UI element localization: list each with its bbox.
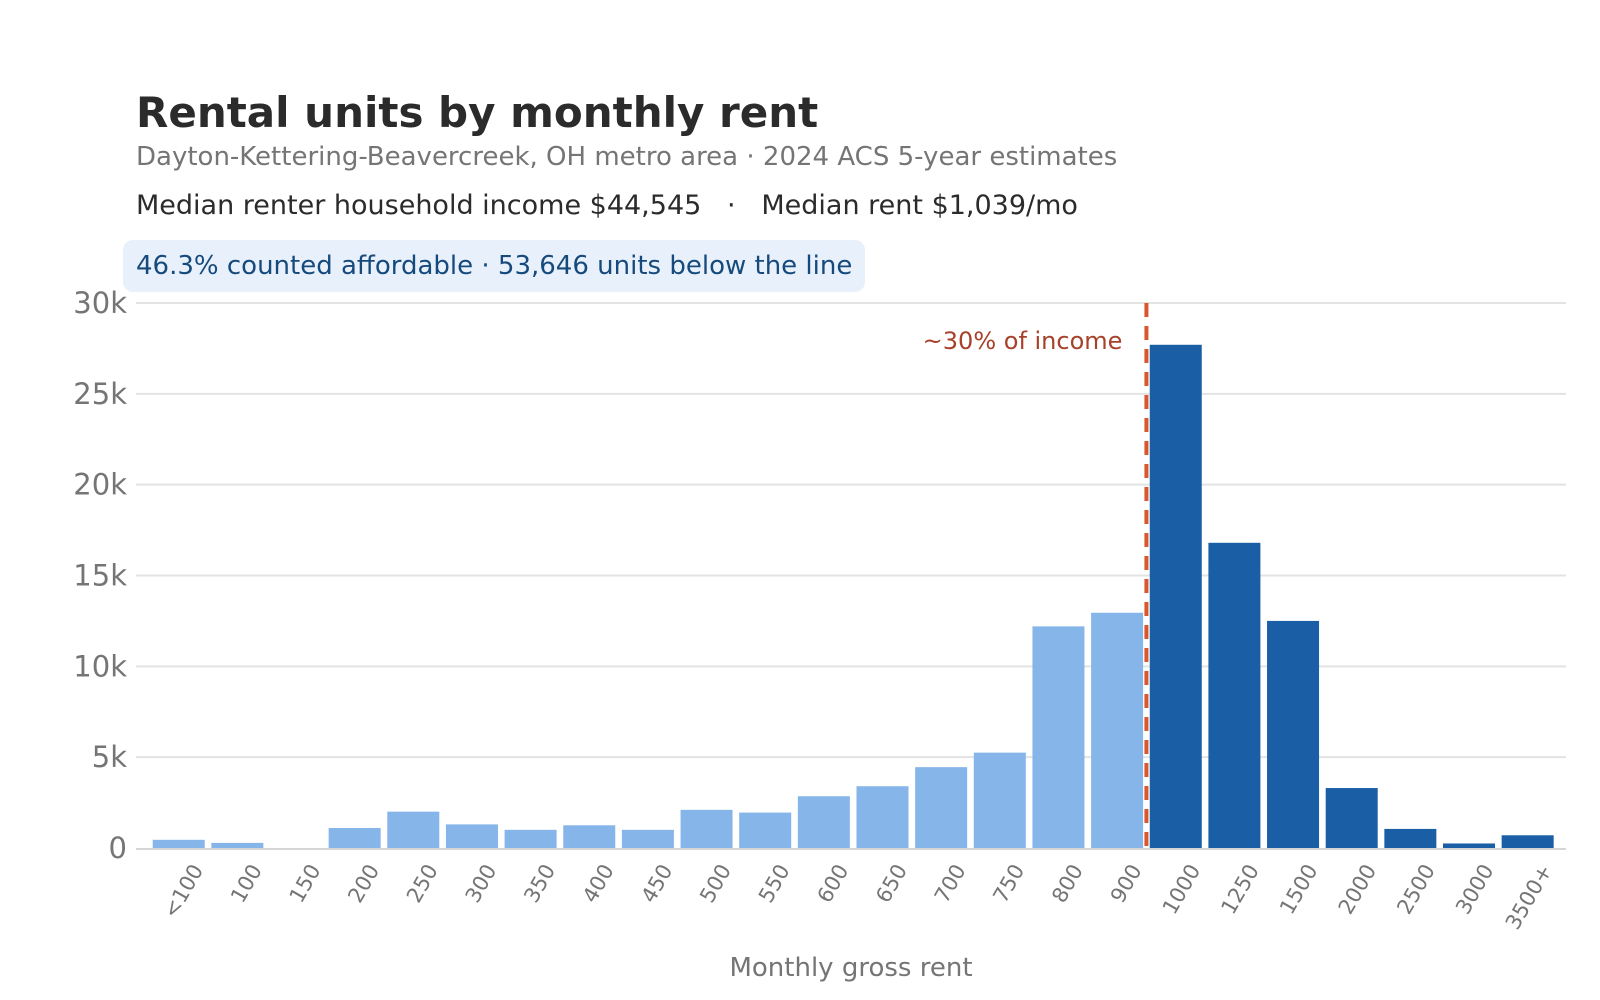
bar-2500 [1384,828,1437,848]
x-tick-label: 3000 [1451,860,1499,918]
y-tick-label: 30k [73,286,127,320]
bar-250 [387,811,440,848]
bar-800 [1032,626,1085,848]
affordable-summary-badge: 46.3% counted affordable · 53,646 units … [123,240,866,292]
bar-300 [445,824,498,848]
bar-600 [797,796,850,848]
y-tick-label: 0 [109,831,127,865]
y-tick-label: 20k [73,468,127,502]
x-tick-label: 800 [1047,860,1088,907]
bar-750 [973,752,1026,849]
y-tick-labels: 0 5k 10k 15k 20k 25k 30k [73,286,127,865]
x-tick-label: 350 [519,860,560,907]
x-tick-label: 300 [461,860,502,907]
bar-350 [504,829,557,848]
x-tick-label: 750 [988,860,1029,907]
bar-650 [856,786,909,848]
bar-3500+ [1501,835,1554,848]
bar-3000 [1443,843,1495,848]
bars [152,344,1554,849]
grid-lines [136,302,1566,759]
x-tick-label: 1000 [1158,860,1206,918]
x-tick-label: 450 [637,860,678,907]
bar-200 [328,828,381,848]
x-tick-label: 700 [930,860,971,907]
x-tick-label: 2000 [1334,860,1382,918]
x-tick-label: 2500 [1392,860,1440,918]
x-tick-label: 100 [226,860,267,907]
bar-100 [211,842,264,848]
bar-450 [621,829,674,848]
y-tick-label: 25k [73,377,127,411]
bar-1500 [1267,620,1320,848]
threshold-annotation: ~30% of income [923,327,1123,355]
bar-2000 [1325,788,1378,848]
x-tick-label: 500 [695,860,736,907]
bar-1250 [1208,542,1261,848]
x-tick-labels: <100 100 150 200 250 300 350 400 450 500 550 600 650… [159,860,1558,934]
bar-<100 [152,839,205,848]
x-tick-label: 900 [1106,860,1147,907]
x-tick-label: 1500 [1275,860,1323,918]
chart-title: Rental units by monthly rent [136,88,819,137]
y-tick-label: 5k [92,740,127,774]
bar-550 [739,812,792,848]
y-tick-label: 15k [73,559,127,593]
x-tick-label: 600 [813,860,854,907]
chart-subtitle: Dayton-Kettering-Beavercreek, OH metro a… [136,142,1118,172]
bar-900 [1091,612,1144,848]
x-tick-label: 400 [578,860,619,907]
x-tick-label: 250 [402,860,443,907]
bar-700 [915,767,968,848]
x-tick-label: <100 [159,860,209,922]
y-tick-label: 10k [73,649,127,683]
x-tick-label: 650 [871,860,912,907]
x-tick-label: 3500+ [1501,860,1557,934]
bar-400 [563,825,616,848]
x-axis-title: Monthly gross rent [729,953,972,983]
x-tick-label: 550 [754,860,795,907]
income-rent-summary: Median renter household income $44,545 ·… [136,190,1078,221]
bar-500 [680,809,733,848]
x-tick-label: 1250 [1216,860,1264,918]
x-tick-label: 200 [343,860,384,907]
x-tick-label: 150 [285,860,326,907]
bar-1000 [1149,344,1202,848]
